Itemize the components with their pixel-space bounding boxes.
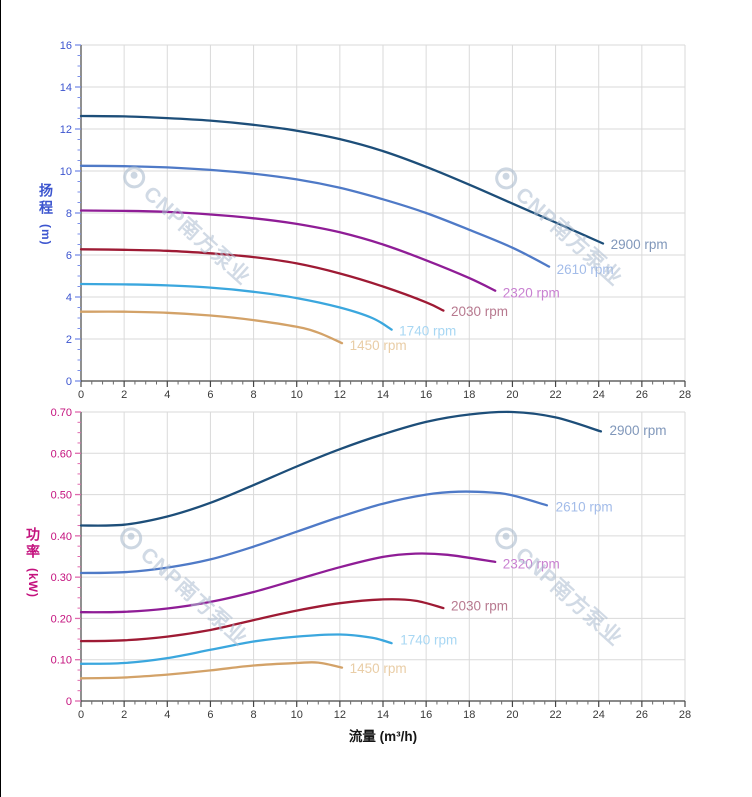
series-label-head-1450-rpm: 1450 rpm <box>350 338 407 353</box>
svg-text:0.70: 0.70 <box>51 407 72 419</box>
svg-text:26: 26 <box>636 709 648 721</box>
curve-power-2320-rpm <box>79 552 497 614</box>
svg-text:0.10: 0.10 <box>51 655 72 667</box>
svg-text:10: 10 <box>291 389 303 401</box>
svg-text:12: 12 <box>334 709 346 721</box>
svg-text:24: 24 <box>593 389 605 401</box>
series-label-power-1450-rpm: 1450 rpm <box>350 661 407 676</box>
svg-text:16: 16 <box>420 709 432 721</box>
curve-power-2030-rpm <box>79 598 445 643</box>
series-label-head-2030-rpm: 2030 rpm <box>451 304 508 319</box>
svg-text:0.40: 0.40 <box>51 531 72 543</box>
svg-text:26: 26 <box>636 389 648 401</box>
head-gridlines <box>81 44 686 381</box>
series-label-power-2030-rpm: 2030 rpm <box>451 599 508 614</box>
head-axis-title-text: 扬程 <box>38 183 54 217</box>
svg-text:4: 4 <box>164 389 170 401</box>
power-x-tick-labels: 0 2 4 6 8 10 12 14 16 18 20 22 24 26 28 <box>78 709 691 721</box>
curve-power-1450-rpm <box>79 661 344 680</box>
svg-text:8: 8 <box>66 208 72 220</box>
svg-text:10: 10 <box>60 166 72 178</box>
svg-text:0: 0 <box>78 389 84 401</box>
svg-text:6: 6 <box>207 389 213 401</box>
svg-text:28: 28 <box>679 709 691 721</box>
series-label-power-2610-rpm: 2610 rpm <box>556 499 613 514</box>
curve-head-1450-rpm <box>79 310 344 345</box>
series-label-head-2320-rpm: 2320 rpm <box>503 285 560 300</box>
power-chart: 0 2 4 6 8 10 12 14 16 18 20 22 24 26 2800.100.200.300.… <box>51 407 692 721</box>
series-label-head-1740-rpm: 1740 rpm <box>399 324 456 339</box>
svg-text:8: 8 <box>251 709 257 721</box>
svg-text:14: 14 <box>377 389 389 401</box>
svg-text:0: 0 <box>66 376 72 388</box>
x-axis-title: 流量 (m³/h) <box>348 729 418 744</box>
svg-text:18: 18 <box>463 709 475 721</box>
head-x-ticks <box>80 381 686 387</box>
svg-text:2: 2 <box>66 334 72 346</box>
svg-text:0.20: 0.20 <box>51 613 72 625</box>
svg-text:18: 18 <box>463 389 475 401</box>
curve-head-2610-rpm <box>79 164 551 268</box>
power-axis-unit: (kW) <box>26 568 40 598</box>
series-label-head-2610-rpm: 2610 rpm <box>557 262 614 277</box>
svg-text:14: 14 <box>60 82 72 94</box>
power-y-ticks <box>75 411 81 702</box>
head-y-tick-labels: 0 2 4 6 8 10 12 14 16 <box>60 40 72 388</box>
svg-text:2: 2 <box>121 389 127 401</box>
curve-power-2610-rpm <box>79 490 549 575</box>
svg-text:22: 22 <box>549 389 561 401</box>
svg-text:8: 8 <box>251 389 257 401</box>
svg-text:0: 0 <box>78 709 84 721</box>
power-y-tick-labels: 0 0.10 0.20 0.30 0.40 0.50 0.60 0.70 <box>51 407 72 708</box>
svg-text:2: 2 <box>121 709 127 721</box>
curve-power-1740-rpm <box>79 633 393 665</box>
svg-text:6: 6 <box>207 709 213 721</box>
head-x-tick-labels: 0 2 4 6 8 10 12 14 16 18 20 22 24 26 28 <box>78 389 691 401</box>
svg-text:12: 12 <box>60 124 72 136</box>
curve-head-2030-rpm <box>79 248 445 312</box>
svg-text:0.30: 0.30 <box>51 572 72 584</box>
svg-text:4: 4 <box>66 292 72 304</box>
power-gridlines <box>81 411 686 701</box>
svg-text:12: 12 <box>334 389 346 401</box>
series-label-power-2900-rpm: 2900 rpm <box>610 423 667 438</box>
svg-text:22: 22 <box>549 709 561 721</box>
svg-text:10: 10 <box>291 709 303 721</box>
svg-text:6: 6 <box>66 250 72 262</box>
head-y-ticks <box>75 44 81 382</box>
head-axis-unit: (m) <box>39 224 53 246</box>
svg-text:16: 16 <box>60 40 72 52</box>
series-label-power-2320-rpm: 2320 rpm <box>503 556 560 571</box>
svg-text:16: 16 <box>420 389 432 401</box>
power-x-ticks <box>80 701 686 707</box>
power-axis-title: 功率 (kW) <box>13 527 53 598</box>
svg-text:28: 28 <box>679 389 691 401</box>
svg-text:4: 4 <box>164 709 170 721</box>
svg-text:20: 20 <box>506 709 518 721</box>
power-axis-title-text: 功率 <box>25 527 41 561</box>
curve-head-1740-rpm <box>79 282 393 331</box>
svg-text:0.50: 0.50 <box>51 490 72 502</box>
head-axis-title: 扬程 (m) <box>26 183 66 246</box>
curve-power-2900-rpm <box>79 410 603 527</box>
svg-text:24: 24 <box>593 709 605 721</box>
curve-head-2320-rpm <box>79 209 497 292</box>
series-label-power-1740-rpm: 1740 rpm <box>400 632 457 647</box>
head-chart: 0 2 4 6 8 10 12 14 16 18 20 22 24 26 28024681012141629… <box>60 40 691 401</box>
curve-head-2900-rpm <box>79 114 605 245</box>
svg-text:0.60: 0.60 <box>51 448 72 460</box>
svg-text:14: 14 <box>377 709 389 721</box>
svg-text:0: 0 <box>66 696 72 708</box>
svg-text:20: 20 <box>506 389 518 401</box>
series-label-head-2900-rpm: 2900 rpm <box>611 237 668 252</box>
